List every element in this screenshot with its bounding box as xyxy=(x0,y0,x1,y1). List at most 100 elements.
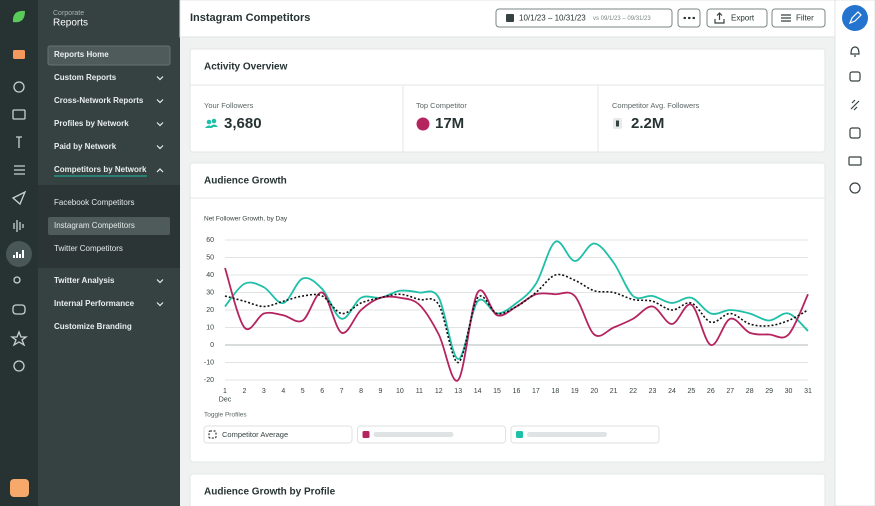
inbox-icon[interactable] xyxy=(12,109,26,120)
x-tick-label: 13 xyxy=(454,388,462,395)
x-tick-label: 7 xyxy=(340,388,344,395)
x-tick-label: 19 xyxy=(571,388,579,395)
y-tick-label: 0 xyxy=(210,342,214,349)
chart-title: Audience Growth xyxy=(204,176,287,187)
followers-icon xyxy=(205,124,218,128)
x-tick-label: 29 xyxy=(765,388,773,395)
x-tick-label: 6 xyxy=(320,388,324,395)
export-label: Export xyxy=(731,14,755,23)
selected-nav-bg xyxy=(47,45,171,66)
x-tick-label: 8 xyxy=(359,388,363,395)
profile-card xyxy=(189,473,826,506)
send-icon[interactable] xyxy=(11,190,27,206)
nav-item[interactable]: Competitors by Network xyxy=(54,165,147,174)
stat-value: 17M xyxy=(435,115,464,132)
x-tick-label: 4 xyxy=(281,388,285,395)
y-tick-label: 20 xyxy=(206,307,214,314)
nav-item[interactable]: Twitter Analysis xyxy=(54,276,115,285)
toggle-button[interactable] xyxy=(203,425,353,444)
x-tick-label: 5 xyxy=(301,388,305,395)
series-line xyxy=(224,273,809,364)
page-title: Instagram Competitors xyxy=(190,12,310,24)
nav-item[interactable]: Customize Branding xyxy=(54,322,132,331)
stat-value: 2.2M xyxy=(631,115,664,132)
x-tick-label: 9 xyxy=(379,388,383,395)
compass-icon[interactable] xyxy=(13,81,25,93)
date-picker[interactable] xyxy=(495,8,673,28)
listen-icon[interactable] xyxy=(13,220,24,232)
x-tick-label: 23 xyxy=(649,388,657,395)
selected-sub-bg xyxy=(48,217,170,235)
pin-icon[interactable] xyxy=(16,136,22,148)
sidebar-eyebrow: Corporate xyxy=(53,10,84,17)
legend-label: Competitor Average xyxy=(222,430,288,439)
x-tick-label: 17 xyxy=(532,388,540,395)
x-tick-label: 21 xyxy=(610,388,618,395)
avatar[interactable] xyxy=(10,479,29,497)
x-tick-label: 3 xyxy=(262,388,266,395)
toggles: Competitor Average xyxy=(203,425,660,444)
compose-button[interactable] xyxy=(842,5,868,31)
nav-item[interactable]: Cross-Network Reports xyxy=(54,96,144,105)
x-tick-label: 22 xyxy=(629,388,637,395)
nav-item[interactable]: Internal Performance xyxy=(54,299,135,308)
filter-icon xyxy=(781,14,791,22)
sub-nav-item[interactable]: Facebook Competitors xyxy=(54,198,134,207)
chevron xyxy=(156,76,164,81)
x-tick-label: 20 xyxy=(590,388,598,395)
star-icon[interactable] xyxy=(10,330,28,347)
y-tick-label: 30 xyxy=(206,289,214,296)
toggle-swatch xyxy=(516,431,523,438)
followers-icon xyxy=(206,119,212,125)
bell-icon[interactable] xyxy=(850,46,860,57)
filter-button[interactable] xyxy=(771,8,826,28)
toggle-label: Toggle Profiles xyxy=(204,412,247,419)
help-icon[interactable] xyxy=(849,182,861,194)
link-icon[interactable] xyxy=(850,99,860,111)
date-compare: vs 09/1/23 – 09/31/23 xyxy=(593,16,651,22)
y-tick-label: -10 xyxy=(204,359,214,366)
date-range: 10/1/23 – 10/31/23 xyxy=(519,14,586,23)
sub-nav-item[interactable]: Twitter Competitors xyxy=(54,244,123,253)
avg-icon xyxy=(616,120,619,127)
x-tick-label: 16 xyxy=(513,388,521,395)
keyboard-icon[interactable] xyxy=(848,156,862,166)
folder-icon[interactable] xyxy=(13,50,25,59)
x-sub-label: Dec xyxy=(219,396,232,403)
chevron xyxy=(156,302,164,307)
y-tick-label: 50 xyxy=(206,254,214,261)
x-tick-label: 30 xyxy=(785,388,793,395)
sidebar-title: Reports xyxy=(53,18,88,29)
overview-card xyxy=(189,48,826,153)
overview-title: Activity Overview xyxy=(204,62,288,73)
nav-item[interactable]: Custom Reports xyxy=(54,73,117,82)
people-icon[interactable] xyxy=(13,276,21,284)
nav: Reports Home Custom Reports Cross-Network … xyxy=(54,50,164,331)
right-rail xyxy=(834,0,875,506)
bot-icon[interactable] xyxy=(12,304,26,315)
chart-subtitle: Net Follower Growth, by Day xyxy=(204,216,288,223)
stat-label: Top Competitor xyxy=(416,101,467,110)
list-icon[interactable] xyxy=(14,165,25,175)
chevron xyxy=(156,168,164,173)
reports-icon[interactable] xyxy=(13,250,24,258)
nav-item[interactable]: Paid by Network xyxy=(54,142,117,151)
y-tick-label: 60 xyxy=(206,237,214,244)
chevron xyxy=(156,99,164,104)
x-tick-label: 14 xyxy=(474,388,482,395)
nav-item[interactable]: Profiles by Network xyxy=(54,119,129,128)
sub-nav-item[interactable]: Instagram Competitors xyxy=(54,221,135,230)
series-line xyxy=(224,240,809,360)
y-tick-label: 40 xyxy=(206,272,214,279)
toggle-swatch xyxy=(208,430,217,439)
x-tick-label: 28 xyxy=(746,388,754,395)
chat-icon[interactable] xyxy=(849,71,861,82)
apps-icon[interactable] xyxy=(13,360,25,372)
toggle-swatch xyxy=(362,431,370,438)
chevron xyxy=(156,145,164,150)
nav-item[interactable]: Reports Home xyxy=(54,50,109,59)
x-tick-label: 15 xyxy=(493,388,501,395)
play-icon[interactable] xyxy=(849,127,861,139)
